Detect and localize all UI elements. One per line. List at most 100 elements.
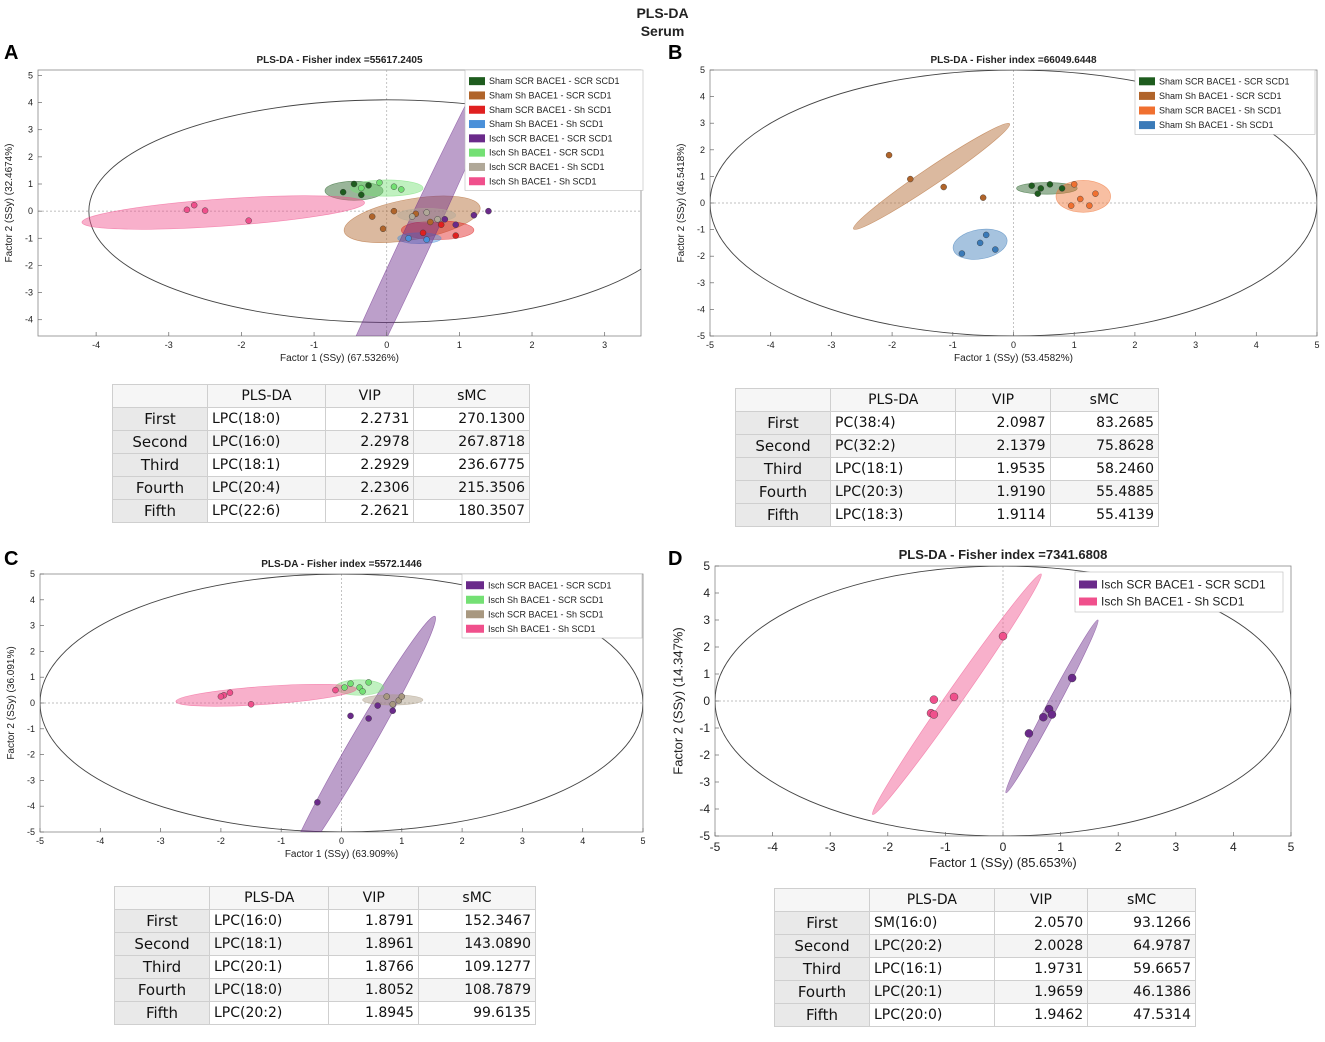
x-tick-label: 2 xyxy=(530,340,535,350)
rank-label: Fourth xyxy=(114,978,210,1002)
chart-b: PLS-DA - Fisher index =66049.6448 -5 -4 -3 -… xyxy=(676,55,1319,364)
legend-label: Isch Sh BACE1 - Sh SCD1 xyxy=(488,624,596,634)
data-point xyxy=(949,692,959,702)
rank-label: Third xyxy=(735,457,831,481)
data-point xyxy=(365,679,372,686)
data-point xyxy=(1071,181,1078,188)
smc-value: 180.3507 xyxy=(413,499,530,523)
data-point xyxy=(940,183,947,191)
data-point xyxy=(1037,185,1045,192)
chart-c: PLS-DA - Fisher index =5572.1446 -5 -4 -3 -2… xyxy=(6,559,645,860)
table-row: Third LPC(16:1) 1.9731 59.6657 xyxy=(774,957,1196,981)
main-title: PLS-DA Serum xyxy=(0,4,1325,40)
data-point xyxy=(441,216,449,223)
y-tick-label: 4 xyxy=(30,595,35,605)
table-row: Third LPC(20:1) 1.8766 109.1277 xyxy=(114,955,537,979)
legend-swatch xyxy=(469,162,485,171)
chart-title: PLS-DA - Fisher index =66049.6448 xyxy=(930,55,1097,66)
lipid-name: LPC(18:1) xyxy=(829,457,957,481)
chart-title: PLS-DA - Fisher index =55617.2405 xyxy=(256,55,423,66)
header-smc: sMC xyxy=(417,886,537,910)
x-tick-label: -2 xyxy=(217,836,225,846)
legend-swatch xyxy=(469,77,485,86)
y-tick-label: -1 xyxy=(697,225,705,235)
vip-value: 2.2621 xyxy=(324,499,415,523)
y-tick-label: 2 xyxy=(700,145,705,155)
y-tick-label: 3 xyxy=(30,621,35,631)
table-row: Fifth LPC(20:0) 1.9462 47.5314 xyxy=(774,1003,1196,1027)
lipid-name: PC(32:2) xyxy=(829,434,957,458)
table-row: Fifth LPC(22:6) 2.2621 180.3507 xyxy=(112,499,530,523)
y-tick-label: 5 xyxy=(28,70,33,80)
x-tick-label: 5 xyxy=(1288,840,1295,854)
smc-value: 46.1386 xyxy=(1087,980,1196,1004)
x-tick-label: 0 xyxy=(1011,340,1016,350)
main-title-line-1: PLS-DA xyxy=(636,5,689,21)
vip-value: 1.8052 xyxy=(328,978,419,1002)
rank-label: Second xyxy=(774,934,870,958)
legend-label: Isch SCR BACE1 - SCR SCD1 xyxy=(489,133,613,143)
vip-value: 1.8961 xyxy=(328,932,419,956)
vip-value: 1.9114 xyxy=(955,503,1051,527)
data-point xyxy=(1086,202,1093,209)
x-tick-label: -3 xyxy=(165,340,173,350)
rank-label: Third xyxy=(114,955,210,979)
rank-label: Third xyxy=(774,957,870,981)
lipid-name: LPC(20:2) xyxy=(208,1001,330,1025)
smc-value: 99.6135 xyxy=(417,1001,537,1025)
legend-label: Sham Sh BACE1 - Sh SCD1 xyxy=(489,119,604,129)
x-tick-label: 3 xyxy=(1172,840,1179,854)
data-point xyxy=(1024,729,1034,738)
group-ellipse xyxy=(1055,180,1111,213)
vip-value: 2.2929 xyxy=(324,453,415,477)
vip-value: 1.9190 xyxy=(955,480,1051,504)
plot-area xyxy=(40,574,643,832)
x-tick-label: 4 xyxy=(580,836,585,846)
legend-label: Sham SCR BACE1 - Sh SCD1 xyxy=(1159,106,1282,116)
x-tick-label: 1 xyxy=(1057,840,1064,854)
data-point xyxy=(365,715,372,722)
data-point xyxy=(341,684,348,691)
x-tick-label: 4 xyxy=(1254,340,1259,350)
x-axis-label: Factor 1 (SSy) (63.909%) xyxy=(285,849,398,860)
vip-value: 1.9731 xyxy=(993,957,1089,981)
panel-label-b: B xyxy=(668,42,683,64)
data-point xyxy=(1067,202,1075,209)
y-tick-label: 4 xyxy=(703,586,710,600)
data-point xyxy=(183,206,191,213)
smc-value: 108.7879 xyxy=(417,978,537,1002)
x-tick-label: -4 xyxy=(96,836,104,846)
y-tick-label: 0 xyxy=(700,198,705,208)
rank-label: Fifth xyxy=(735,503,831,527)
header-smc: sMC xyxy=(413,384,530,408)
data-point xyxy=(1077,195,1084,203)
x-tick-label: -1 xyxy=(940,840,951,854)
data-point xyxy=(1028,182,1035,189)
y-axis-label: Factor 2 (SSy) (46.5418%) xyxy=(676,144,687,263)
data-point xyxy=(423,236,430,243)
data-point xyxy=(419,229,427,237)
data-point xyxy=(408,213,416,220)
lipid-name: LPC(22:6) xyxy=(207,499,326,523)
x-tick-label: -1 xyxy=(277,836,285,846)
legend-swatch xyxy=(469,91,485,100)
data-point xyxy=(434,216,441,223)
data-point xyxy=(982,231,990,239)
x-tick-label: 1 xyxy=(399,836,404,846)
legend-swatch xyxy=(466,595,484,604)
y-tick-label: 0 xyxy=(703,694,710,708)
y-tick-label: 3 xyxy=(700,118,705,128)
smc-value: 215.3506 xyxy=(413,476,530,500)
y-tick-label: -4 xyxy=(699,802,710,816)
vip-value: 1.9535 xyxy=(955,457,1051,481)
lipid-name: LPC(16:0) xyxy=(207,430,326,454)
smc-value: 267.8718 xyxy=(413,430,530,454)
rank-label: Second xyxy=(735,434,831,458)
data-point xyxy=(374,702,381,709)
vip-value: 1.9462 xyxy=(993,1003,1089,1027)
data-point xyxy=(929,695,939,704)
lipid-name: LPC(18:1) xyxy=(208,932,330,956)
legend-label: Sham Sh BACE1 - Sh SCD1 xyxy=(1159,120,1274,130)
rank-label: First xyxy=(112,407,208,431)
y-tick-label: 5 xyxy=(703,559,710,573)
